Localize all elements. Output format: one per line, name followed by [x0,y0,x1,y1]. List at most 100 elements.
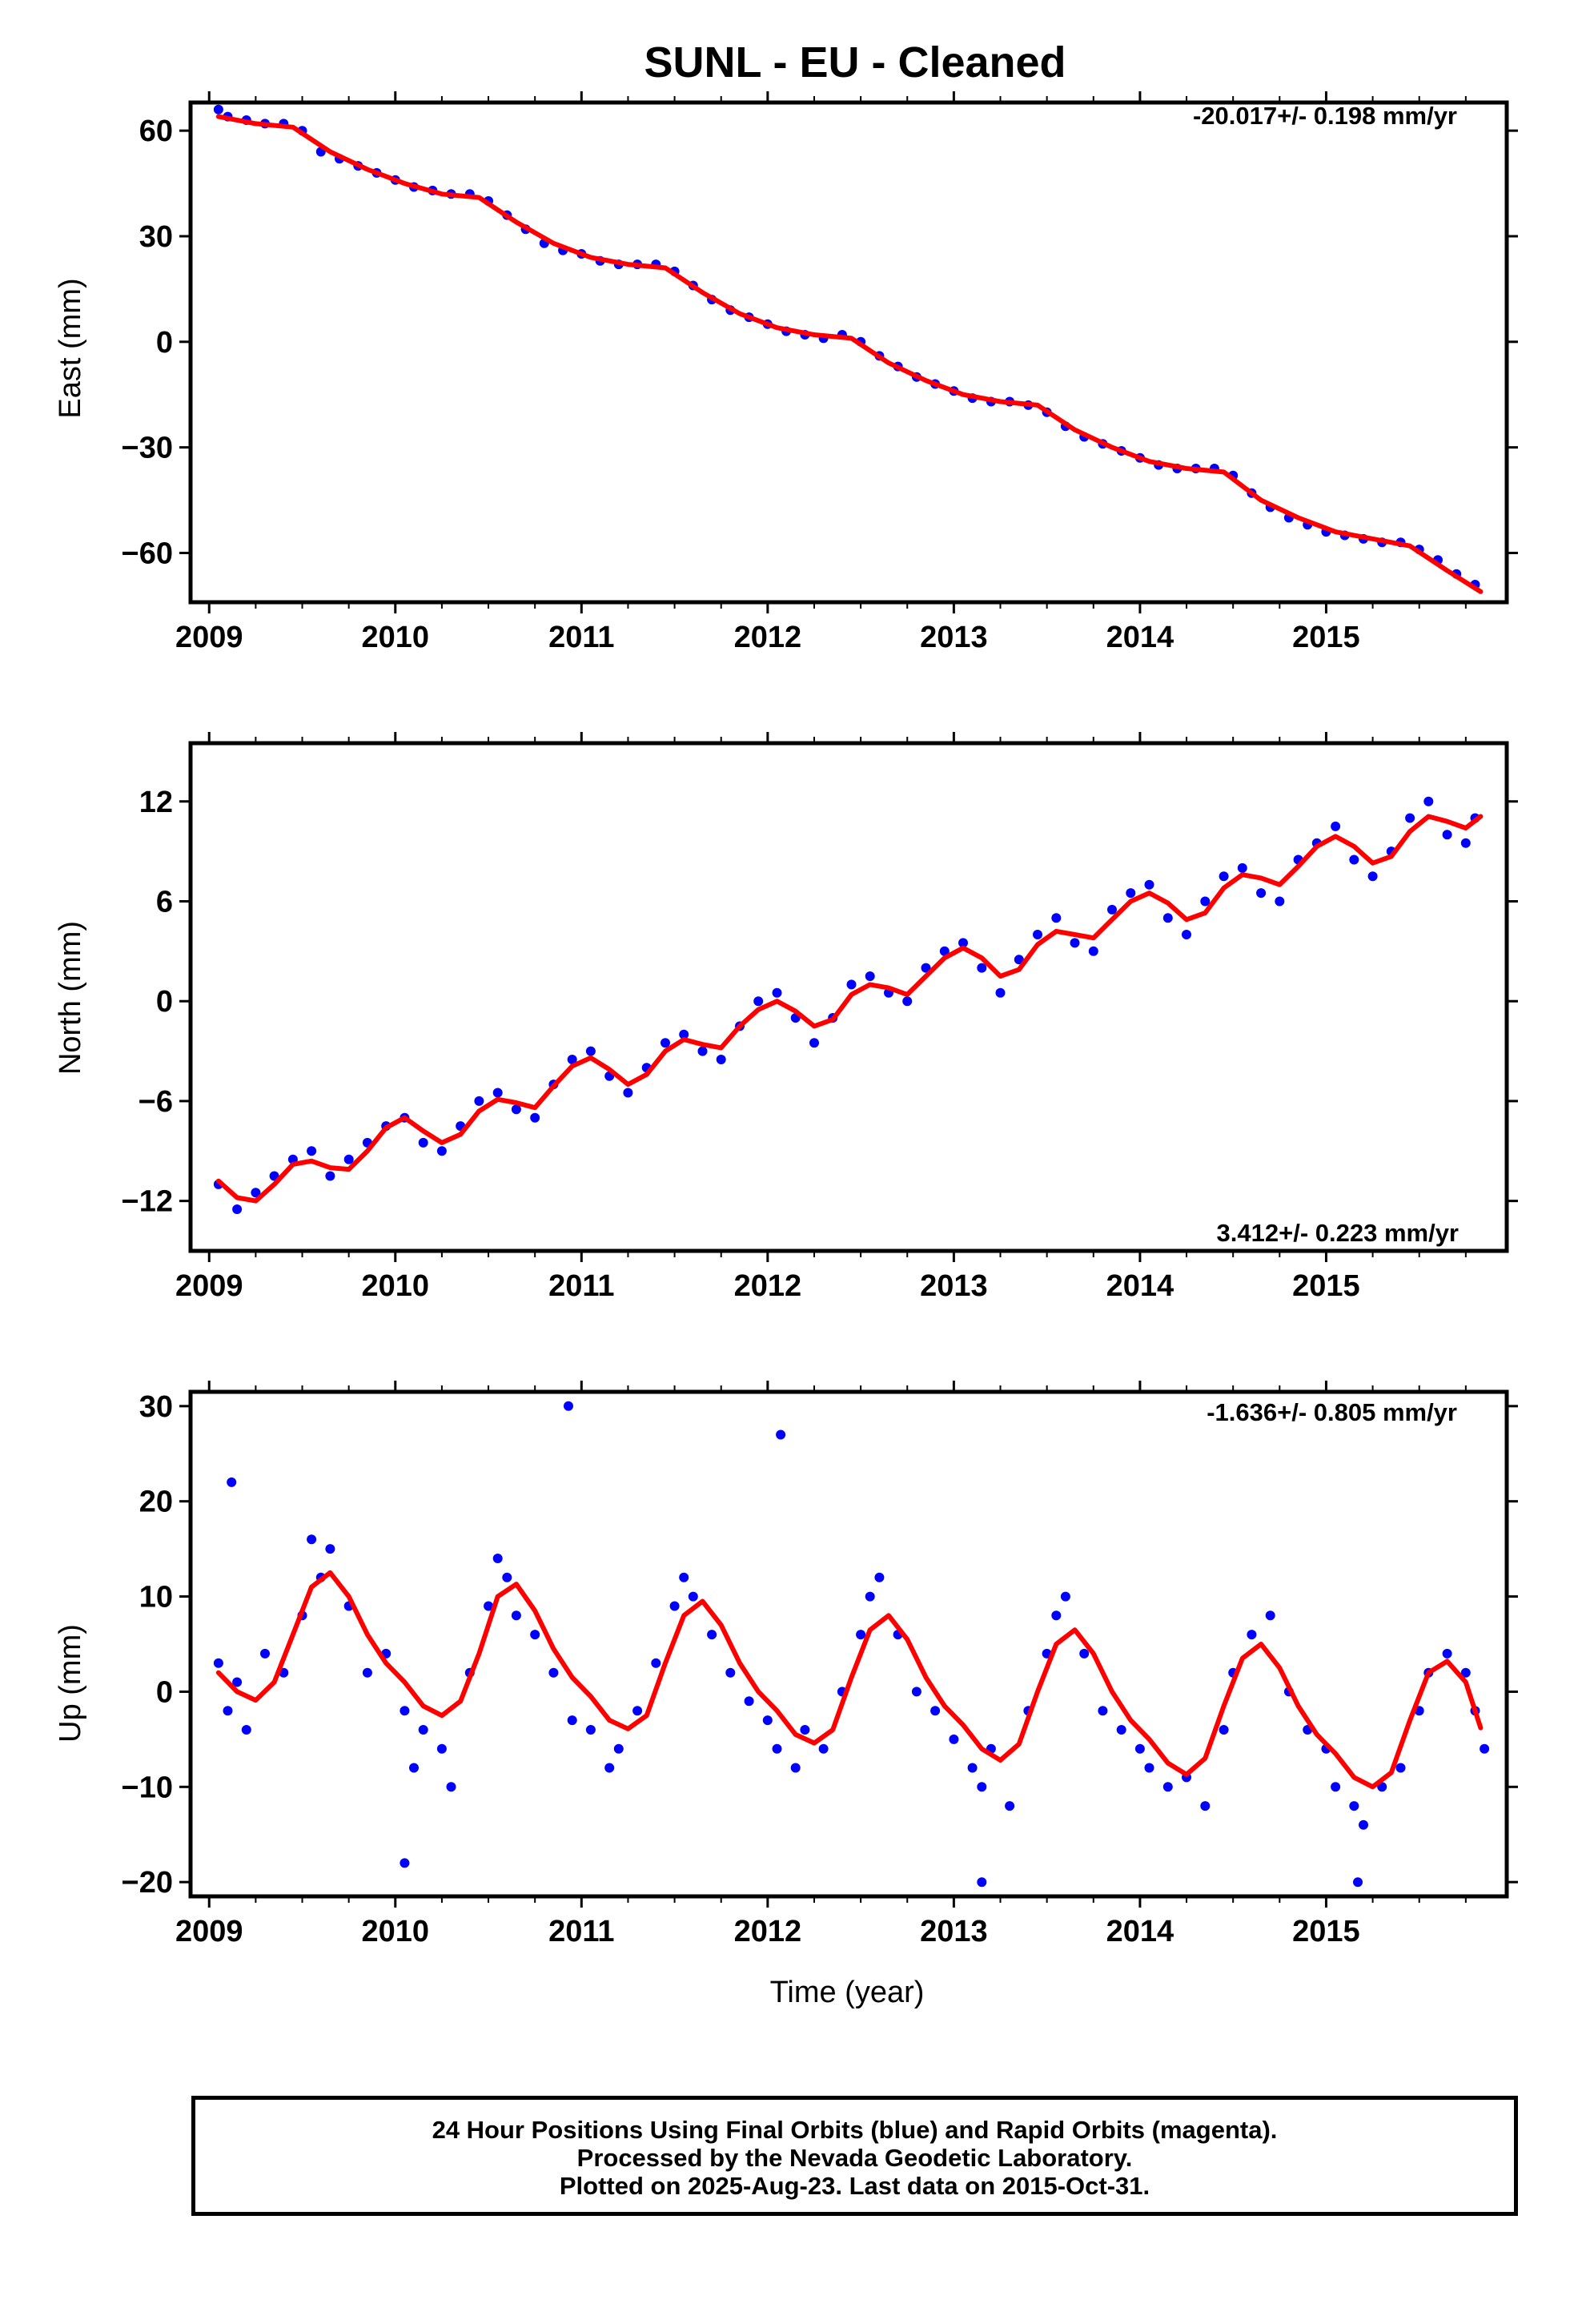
up-data-point [223,1706,233,1716]
north-data-point [1237,862,1247,873]
up-data-point [260,1648,270,1659]
panel-north: North (mm) 2009 2010 2011 2012 2013 2014 2015 1… [54,732,1518,1303]
east-y-tick-label: 0 [156,326,173,360]
north-data-point [1256,888,1267,899]
up-ylabel: Up (mm) [54,1624,87,1743]
up-data-point [1162,1782,1173,1792]
up-data-point [232,1677,243,1687]
up-data-point [865,1591,875,1602]
east-x-tick-label: 2011 [548,621,614,654]
north-x-tick-label: 2013 [920,1269,988,1303]
up-data-point [564,1401,573,1411]
up-x-tick-label: 2009 [175,1915,243,1948]
east-plot-frame [188,100,1509,605]
east-x-tick-label: 2013 [920,621,988,654]
north-x-tick-label: 2012 [734,1269,802,1303]
east-x-tick-label: 2012 [734,621,802,654]
north-data-point [902,996,913,1007]
north-data-point [1070,938,1080,948]
north-y-tick-label: −6 [139,1085,173,1119]
up-y-tick-label: −20 [122,1866,173,1900]
north-data-point [232,1204,243,1214]
up-data-point [1200,1801,1211,1811]
up-data-point [613,1743,624,1754]
up-y-tick-label: 0 [156,1675,173,1709]
up-data-point [1134,1743,1145,1754]
north-data-point [511,1104,521,1115]
north-data-point [921,963,931,973]
panel-east: East (mm) 2009 2010 2011 2012 2013 2014 2015 60… [54,91,1518,654]
up-data-point [446,1782,456,1792]
north-x-tick-label: 2009 [175,1269,243,1303]
up-data-point [874,1572,885,1582]
east-x-tick-label: 2010 [362,621,430,654]
north-plot-layer: 2009 2010 2011 2012 2013 2014 2015 12 6 0 −6 −12 [122,732,1518,1303]
up-data-point [818,1743,829,1754]
north-data-point [1405,813,1415,823]
up-data-point [1265,1610,1275,1621]
up-data-point [707,1630,717,1640]
north-data-point [623,1088,633,1098]
up-data-point [227,1477,237,1487]
up-x-tick-label: 2014 [1106,1915,1174,1948]
north-data-point [1051,913,1062,923]
up-data-point [502,1572,512,1582]
up-data-point [1331,1782,1341,1792]
up-data-point [436,1743,447,1754]
north-data-point [474,1096,484,1106]
up-plot-layer: 2009 2010 2011 2012 2013 2014 20153020100−10−2… [122,1381,1518,1948]
up-fit-curve [215,1570,1484,1790]
up-data-point [1247,1630,1257,1640]
north-data-point [1126,888,1136,899]
up-data-point [1116,1725,1126,1735]
up-data-point [511,1610,521,1621]
north-data-point [772,987,782,998]
up-data-point [585,1725,596,1735]
east-plot-layer: 2009 2010 2011 2012 2013 2014 2015 60 30 0 −30 −60 [122,91,1518,654]
north-data-point [1014,955,1024,965]
up-data-point [632,1706,643,1716]
up-data-point [409,1763,419,1773]
north-data-point [846,979,857,990]
north-x-tick-label: 2010 [362,1269,430,1303]
up-data-point [1079,1648,1090,1659]
up-data-point [418,1725,428,1735]
north-data-point [977,963,987,973]
north-data-point [1088,946,1098,956]
up-x-tick-label: 2012 [734,1915,802,1948]
north-data-point [1331,821,1341,831]
north-data-point [1107,904,1117,915]
north-data-point [1144,879,1154,890]
north-data-point [1182,930,1191,939]
up-data-point [977,1782,987,1792]
up-data-point [856,1630,866,1640]
up-x-tick-label: 2011 [548,1915,614,1948]
up-data-point [911,1687,921,1697]
up-data-point [604,1763,615,1773]
north-data-point [1275,896,1285,907]
up-data-point [1349,1801,1359,1811]
north-data-point [809,1038,819,1048]
north-data-point [585,1046,596,1056]
up-data-point [651,1658,661,1668]
east-rate-label: -20.017+/- 0.198 mm/yr [1193,102,1457,130]
north-data-point [343,1154,354,1164]
east-x-tick-label: 2009 [175,621,243,654]
up-rate-label: -1.636+/- 0.805 mm/yr [1207,1398,1457,1426]
up-data-point [492,1554,503,1563]
north-rate-label: 3.412+/- 0.223 mm/yr [1217,1219,1459,1247]
up-data-point [1060,1591,1070,1602]
up-data-point [213,1658,223,1668]
up-data-point [688,1591,698,1602]
north-plot-frame [188,741,1509,1253]
up-data-point [790,1763,801,1773]
north-data-point [418,1137,428,1148]
east-fit-curve [215,114,1484,594]
up-data-point [530,1630,540,1640]
north-data-point [1367,871,1378,882]
up-data-point [679,1572,689,1582]
north-ylabel: North (mm) [54,921,87,1075]
chart-title: SUNL - EU - Cleaned [644,38,1066,86]
up-data-point [400,1706,410,1716]
